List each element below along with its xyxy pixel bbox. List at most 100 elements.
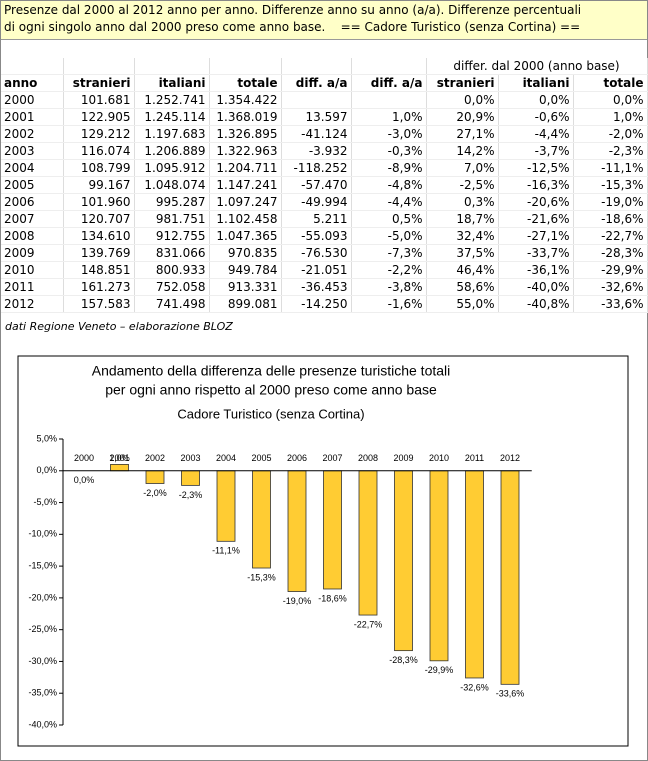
data-label: -18,6%	[318, 593, 347, 603]
table-cell: diff. a/a	[351, 74, 427, 92]
table-cell: 37,5%	[426, 244, 499, 262]
table-cell: -15,3%	[573, 176, 648, 194]
table-cell: 1.047.365	[209, 227, 282, 245]
table-cell: 2006	[1, 193, 64, 211]
table-cell: 2011	[1, 278, 64, 296]
data-label: 1,0%	[109, 453, 130, 463]
table-cell: -40,8%	[498, 295, 574, 313]
y-tick-label: 0,0%	[36, 465, 57, 475]
table-cell: -33,6%	[573, 295, 648, 313]
table-cell: 0,0%	[573, 91, 648, 109]
bar	[429, 470, 449, 662]
table-cell: 134.610	[63, 227, 135, 245]
bar	[181, 470, 200, 486]
table-cell: 1,0%	[573, 108, 648, 126]
x-tick-label: 2007	[322, 453, 342, 463]
table-cell: 0,3%	[426, 193, 499, 211]
data-label: -32,6%	[460, 682, 489, 692]
table-cell: -4,4%	[498, 125, 574, 143]
table-cell: -5,0%	[351, 227, 427, 245]
data-label: -15,3%	[247, 572, 276, 582]
table-cell: stranieri	[426, 74, 499, 92]
table-cell: -20,6%	[498, 193, 574, 211]
bar	[500, 470, 520, 685]
table-cell: 157.583	[63, 295, 135, 313]
chart: Andamento della differenza delle presenz…	[17, 355, 629, 747]
y-tick-label: -35,0%	[28, 688, 57, 698]
data-label: -2,0%	[143, 488, 167, 498]
data-label: -19,0%	[283, 596, 312, 606]
x-tick-label: 2009	[393, 453, 413, 463]
table-cell: -2,5%	[426, 176, 499, 194]
table-cell: -40,0%	[498, 278, 574, 296]
x-tick-label: 2012	[500, 453, 520, 463]
bar	[216, 470, 236, 542]
table-cell: -3.932	[281, 142, 352, 160]
table-cell: 0,0%	[498, 91, 574, 109]
table-cell: 913.331	[209, 278, 282, 296]
table-cell: 55,0%	[426, 295, 499, 313]
table-row: 2003 116.074 1.206.889 1.322.963 -3.932 -0,3%…	[1, 142, 648, 160]
table-cell: 2003	[1, 142, 64, 160]
table-cell: -29,9%	[573, 261, 648, 279]
x-tick-label: 2004	[216, 453, 236, 463]
table-cell: 20,9%	[426, 108, 499, 126]
table-cell: 2012	[1, 295, 64, 313]
table-cell: -0,3%	[351, 142, 427, 160]
table-cell: 1.206.889	[134, 142, 210, 160]
y-tick-label: -30,0%	[28, 656, 57, 666]
y-tick-label: 5,0%	[36, 433, 57, 443]
data-label: -33,6%	[496, 689, 525, 699]
chart-title: Andamento della differenza delle presenz…	[92, 363, 451, 379]
x-tick-label: 2006	[287, 453, 307, 463]
x-tick-label: 2002	[145, 453, 165, 463]
table-row: 2008 134.610 912.755 1.047.365 -55.093 -5,0% 3…	[1, 227, 648, 245]
table-cell: 7,0%	[426, 159, 499, 177]
table-cell: -4,4%	[351, 193, 427, 211]
table-cell: italiani	[498, 74, 574, 92]
table-cell: -57.470	[281, 176, 352, 194]
y-tick-label: -10,0%	[28, 529, 57, 539]
x-tick-label: 2005	[251, 453, 271, 463]
x-tick-label: 2011	[465, 453, 484, 463]
table-cell: -4,8%	[351, 176, 427, 194]
y-tick-label: -5,0%	[33, 497, 57, 507]
table-cell: 139.769	[63, 244, 135, 262]
table-cell: 101.681	[63, 91, 135, 109]
table-cell: 13.597	[281, 108, 352, 126]
bar	[287, 470, 307, 592]
table-cell: totale	[573, 74, 648, 92]
table-cell: -2,3%	[573, 142, 648, 160]
table-cell: -14.250	[281, 295, 352, 313]
table-cell: 1.147.241	[209, 176, 282, 194]
table-cell: 18,7%	[426, 210, 499, 228]
table-cell: 2009	[1, 244, 64, 262]
table-cell: 2010	[1, 261, 64, 279]
bar	[252, 470, 271, 569]
table-cell: 1.204.711	[209, 159, 282, 177]
group-row: differ. dal 2000 (anno base)	[1, 58, 648, 75]
table-row: 2002 129.212 1.197.683 1.326.895 -41.124 -3,0…	[1, 125, 648, 143]
table-cell: 1.095.912	[134, 159, 210, 177]
table-cell: -22,7%	[573, 227, 648, 245]
table-cell: 800.933	[134, 261, 210, 279]
table-cell: -3,8%	[351, 278, 427, 296]
data-label: -29,9%	[425, 665, 454, 675]
table-cell: 1.326.895	[209, 125, 282, 143]
table-cell: -2,0%	[573, 125, 648, 143]
table-cell: 752.058	[134, 278, 210, 296]
table-cell: 970.835	[209, 244, 282, 262]
y-tick-label: -25,0%	[28, 624, 57, 634]
bar	[110, 464, 129, 472]
chart-subtitle: Cadore Turistico (senza Cortina)	[177, 406, 364, 421]
y-tick-label: -20,0%	[28, 592, 57, 602]
table-cell: 120.707	[63, 210, 135, 228]
table-cell: 2008	[1, 227, 64, 245]
table-cell: 58,6%	[426, 278, 499, 296]
table-cell: 108.799	[63, 159, 135, 177]
table-cell: 1.097.247	[209, 193, 282, 211]
table-cell: 1.322.963	[209, 142, 282, 160]
table-cell: 5.211	[281, 210, 352, 228]
table-cell: -19,0%	[573, 193, 648, 211]
